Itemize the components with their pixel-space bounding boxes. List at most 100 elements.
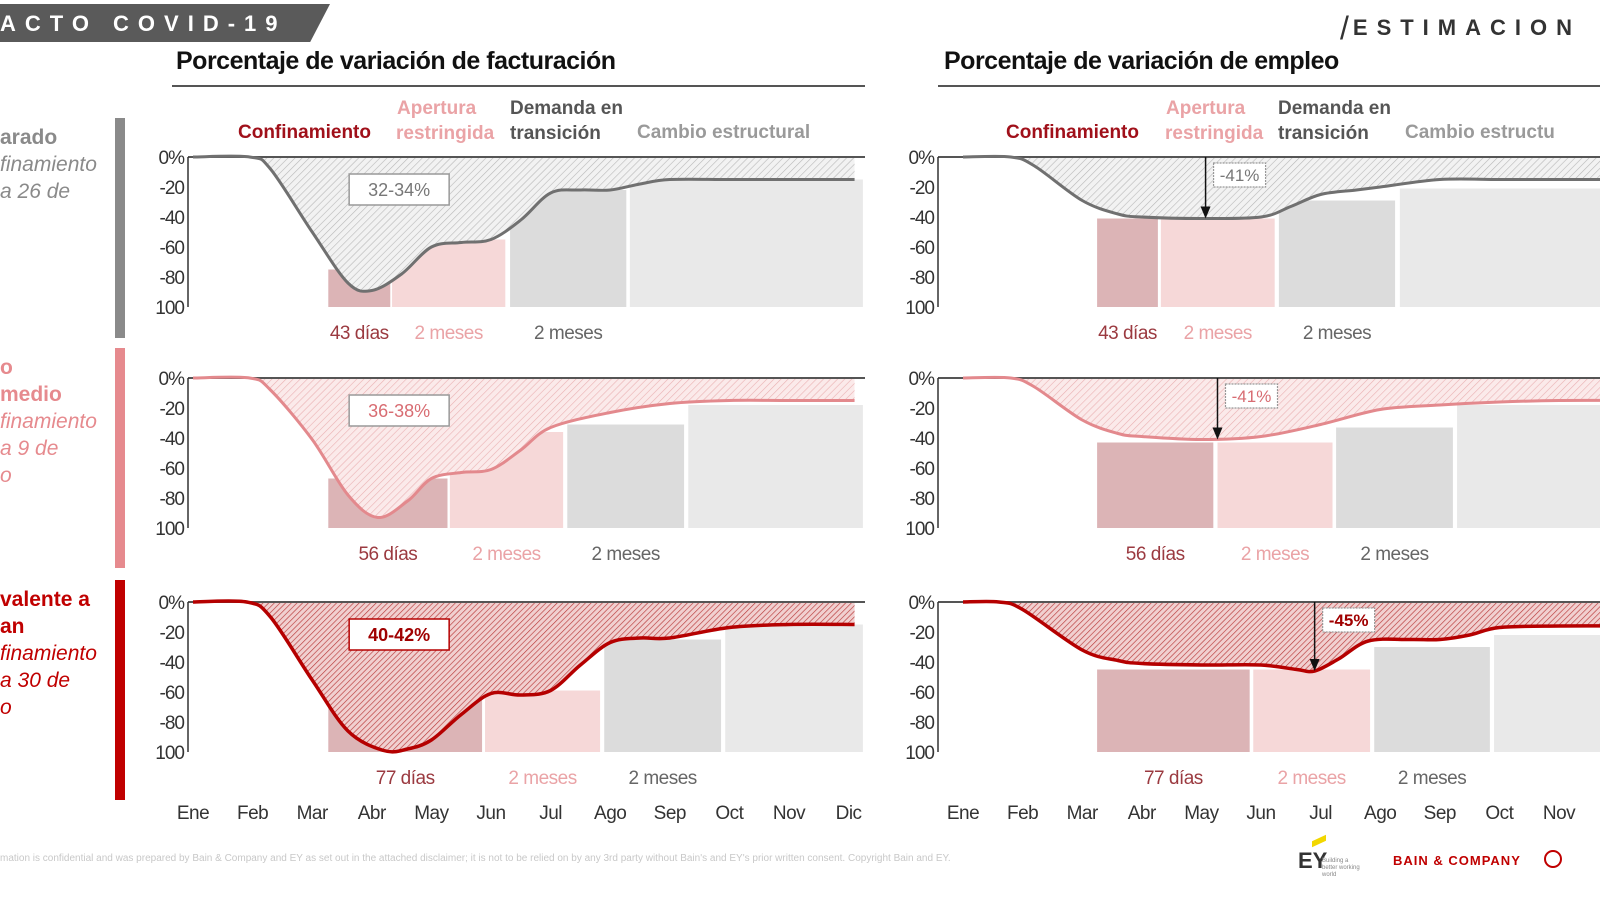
phase-label-confinamiento: Confinamiento — [1006, 122, 1139, 143]
y-tick-label: -80 — [160, 268, 185, 289]
phase-block-demanda — [1278, 200, 1396, 307]
phase-block-apertura — [485, 690, 601, 752]
phase-label-line: restringida — [1165, 123, 1264, 144]
phase-block-cambio — [629, 179, 863, 307]
phase-block-cambio — [1457, 405, 1600, 528]
x-month-label: Jul — [539, 803, 562, 824]
x-month-label: May — [1184, 803, 1219, 824]
y-tick-label: -40 — [910, 208, 935, 229]
title-underline — [938, 85, 1600, 87]
y-tick-label: 0% — [909, 593, 936, 614]
y-tick-label: -60 — [160, 459, 185, 480]
y-tick-label: 100 — [905, 298, 934, 319]
y-tick-label: -80 — [160, 489, 185, 510]
phase-block-apertura — [1217, 442, 1333, 528]
x-month-label: Abr — [1128, 803, 1157, 824]
phase-duration-label: 2 meses — [1278, 768, 1346, 789]
x-month-label: Nov — [773, 803, 806, 824]
phase-label-line: Apertura — [1166, 98, 1246, 119]
phase-label-line: Demanda en — [510, 98, 623, 119]
x-month-label: Sep — [1424, 803, 1456, 824]
phase-label-apertura: Apertura restringida — [1165, 96, 1263, 146]
scenario-bar-3 — [115, 580, 125, 800]
phase-label-apertura: Apertura restringida — [396, 96, 494, 146]
phase-label-demanda: Demanda en transición — [510, 96, 623, 146]
scenario-label-3: valente a an finamiento a 30 de o — [0, 586, 97, 721]
y-tick-label: -40 — [910, 653, 935, 674]
phase-duration-label: 56 días — [1126, 544, 1185, 565]
y-tick-label: -20 — [910, 399, 935, 420]
phase-label-line: Demanda en — [1278, 98, 1391, 119]
x-month-label: Jul — [1309, 803, 1332, 824]
y-tick-label: 100 — [155, 519, 184, 540]
y-tick-label: -20 — [160, 399, 185, 420]
scenario-detail: a 9 de — [0, 437, 59, 460]
phase-duration-label: 2 meses — [1360, 544, 1428, 565]
bain-logo: BAIN & COMPANY — [1393, 853, 1521, 868]
x-month-label: Jun — [476, 803, 505, 824]
series-line — [192, 599, 855, 754]
annotation-label: -41% — [1220, 166, 1260, 185]
scenario-detail: a 26 de — [0, 180, 71, 203]
phase-block-cambio — [1494, 635, 1600, 752]
phase-block-confinamiento — [1097, 669, 1250, 752]
series-line — [962, 599, 1600, 674]
phase-duration-label: 2 meses — [1184, 323, 1252, 344]
section-subtitle: / ESTIMACION — [1340, 6, 1581, 46]
y-tick-label: -80 — [160, 713, 185, 734]
scenario-name: valente a — [0, 588, 90, 611]
scenario-detail: finamiento — [0, 642, 97, 665]
y-tick-label: -80 — [910, 713, 935, 734]
chart-panel: 56 días 2 meses 2 meses 0% -20 -40 -60 -80 100 -4… — [905, 369, 1600, 565]
x-month-label: Feb — [1007, 803, 1038, 824]
scenario-detail: o — [0, 696, 12, 719]
series-line — [962, 375, 1600, 442]
phase-label-demanda: Demanda en transición — [1278, 96, 1391, 146]
chart-panel: 43 días 2 meses 2 meses 0% -20 -40 -60 -80 100 32… — [155, 148, 865, 344]
phase-duration-label: 43 días — [330, 323, 389, 344]
scenario-detail: finamiento — [0, 410, 97, 433]
y-tick-label: -40 — [160, 429, 185, 450]
y-tick-label: -80 — [910, 268, 935, 289]
chart-title-facturacion: Porcentaje de variación de facturación — [176, 47, 616, 75]
annotation-box — [1212, 162, 1267, 188]
phase-block-apertura — [1253, 669, 1371, 752]
bain-logo-icon — [1544, 850, 1562, 868]
scenario-name: arado — [0, 126, 58, 149]
scenario-detail: a 30 de — [0, 669, 71, 692]
scenario-detail: o — [0, 464, 12, 487]
section-banner: ACTO COVID-19 — [0, 4, 330, 42]
phase-block-demanda — [567, 424, 685, 528]
y-tick-label: 0% — [909, 369, 936, 390]
slash-divider: / — [1340, 10, 1349, 46]
arrow-head-icon — [1309, 659, 1320, 671]
ey-tagline: Building a better working world — [1322, 858, 1360, 878]
scenario-name: an — [0, 615, 25, 638]
scenario-name: medio — [0, 383, 62, 406]
y-tick-label: 100 — [155, 298, 184, 319]
phase-label-cambio: Cambio estructural — [637, 122, 811, 143]
scenario-bar-1 — [115, 118, 125, 338]
scenario-label-2: o medio finamiento a 9 de o — [0, 354, 97, 489]
x-month-label: Oct — [715, 803, 744, 824]
phase-label-cambio: Cambio estructu — [1405, 122, 1555, 143]
y-tick-label: -40 — [910, 429, 935, 450]
scenario-detail: finamiento — [0, 153, 97, 176]
x-month-label: Oct — [1485, 803, 1514, 824]
phase-duration-label: 2 meses — [592, 544, 660, 565]
scenario-name: o — [0, 356, 13, 379]
y-tick-label: -60 — [910, 683, 935, 704]
annotation-label: 40-42% — [368, 625, 430, 645]
scenario-bar-2 — [115, 348, 125, 568]
phase-block-cambio — [725, 624, 863, 752]
x-month-label: Feb — [237, 803, 268, 824]
phase-label-line: transición — [1278, 123, 1369, 144]
phase-block-demanda — [1374, 647, 1490, 752]
phase-duration-label: 77 días — [1144, 768, 1203, 789]
phase-label-line: transición — [510, 123, 601, 144]
annotation-label: 32-34% — [368, 180, 430, 200]
series-line — [962, 154, 1600, 221]
phase-label-confinamiento: Confinamiento — [238, 122, 371, 143]
series-line — [192, 375, 855, 520]
